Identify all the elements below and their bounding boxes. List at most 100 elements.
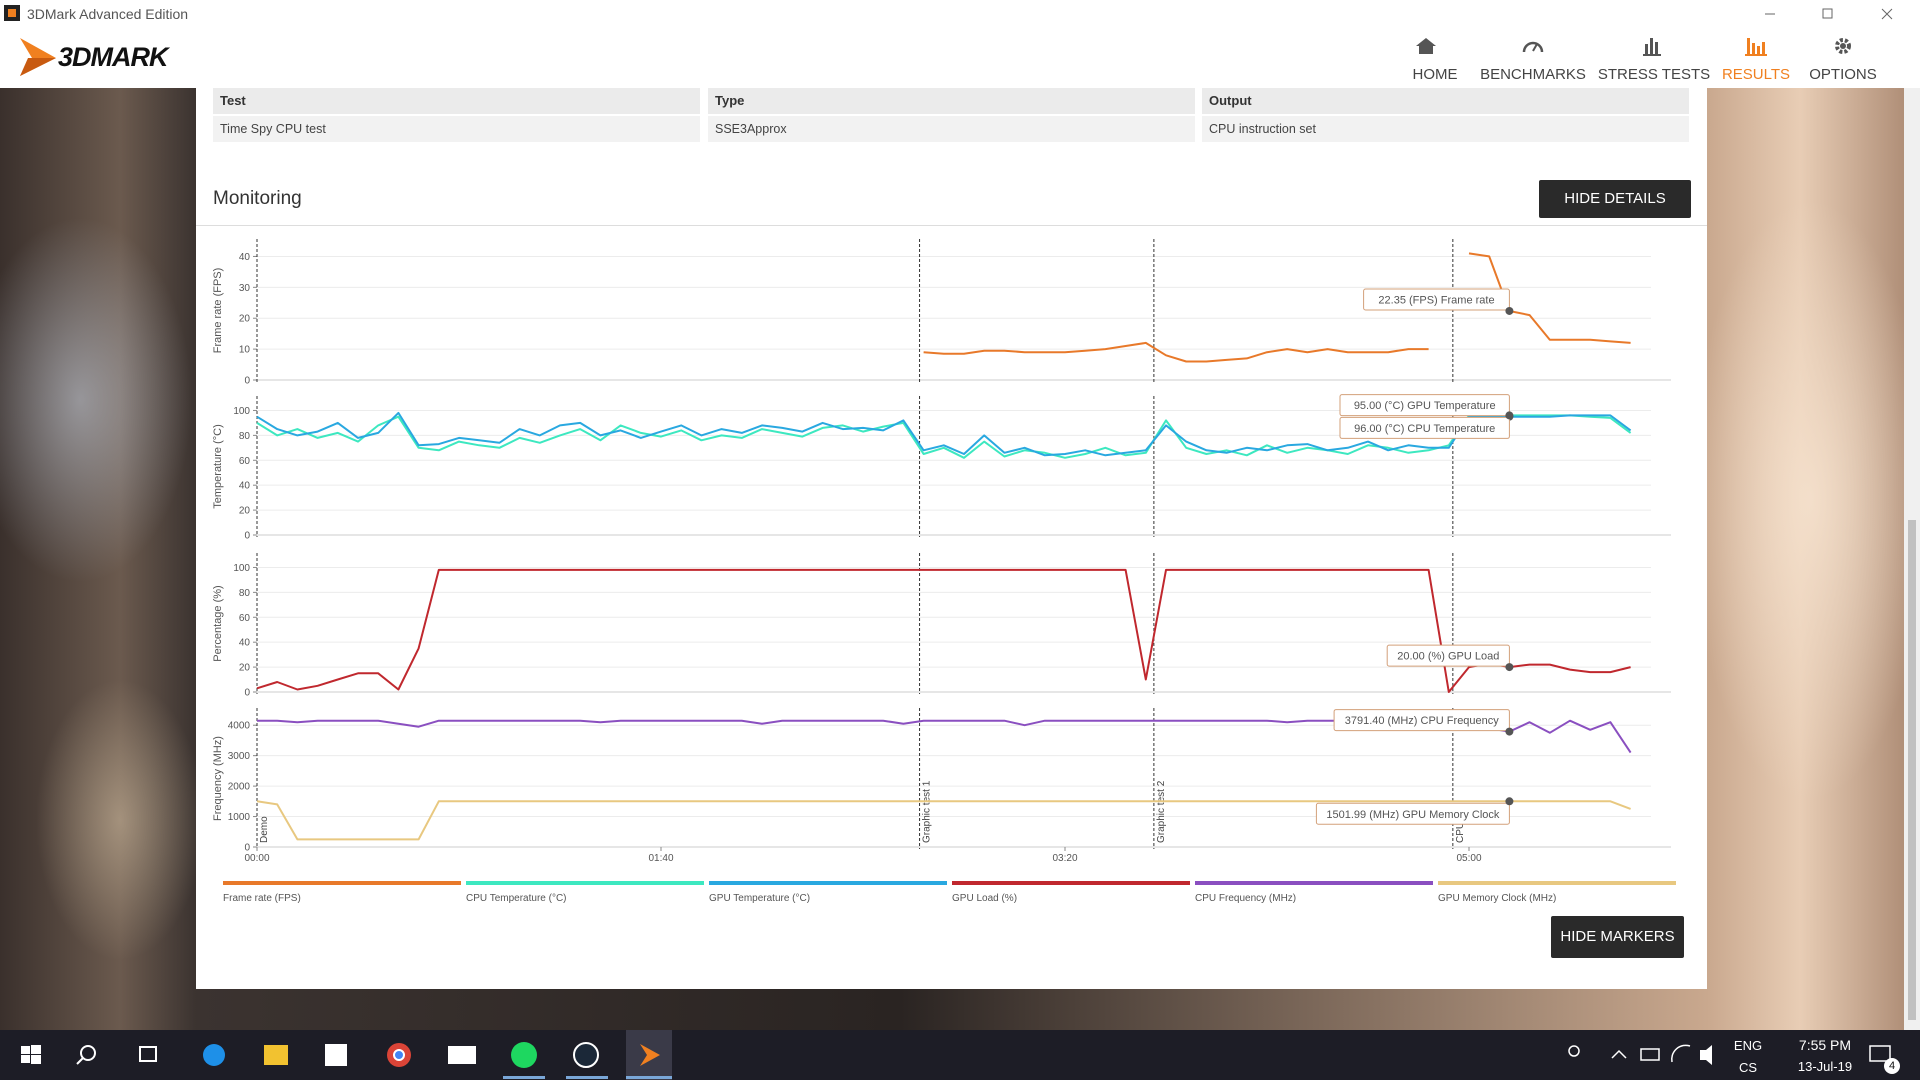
legend-swatch <box>466 881 704 885</box>
y-tick-label: 20 <box>239 314 251 325</box>
edge[interactable] <box>203 1044 225 1066</box>
tooltip-box <box>1333 709 1510 732</box>
nav-item[interactable]: OPTIONS <box>1809 66 1877 83</box>
divider <box>196 225 1707 226</box>
language[interactable]: ENG <box>1733 1038 1763 1053</box>
tooltip-box <box>1339 394 1510 417</box>
keyboard-layout[interactable]: CS <box>1738 1060 1758 1075</box>
series-line <box>923 252 1631 363</box>
logo-mark <box>20 38 56 76</box>
action-center[interactable] <box>1869 1045 1891 1062</box>
hide-markers-button[interactable]: HIDE MARKERS <box>1551 916 1684 958</box>
series-line <box>256 414 1632 459</box>
tooltip-text: 3791.40 (MHz) CPU Frequency <box>1345 715 1500 727</box>
y-tick-label: 60 <box>239 613 251 624</box>
wifi[interactable] <box>1670 1044 1691 1063</box>
y-tick-label: 10 <box>239 345 251 356</box>
people[interactable] <box>1568 1045 1580 1057</box>
table-header: Output <box>1202 88 1689 114</box>
battery[interactable] <box>1640 1048 1660 1061</box>
tooltip-text: 95.00 (°C) GPU Temperature <box>1354 400 1496 412</box>
scroll-thumb[interactable] <box>1908 520 1916 1020</box>
logo-text: 3DMARK <box>58 42 169 72</box>
restore[interactable] <box>1822 8 1833 19</box>
close[interactable] <box>1881 8 1893 20</box>
store[interactable] <box>325 1044 347 1066</box>
x-tick-label: 01:40 <box>648 853 673 864</box>
series-line <box>256 568 1631 693</box>
legend-swatch <box>952 881 1190 885</box>
y-tick-label: 80 <box>239 431 251 442</box>
mail[interactable] <box>448 1046 476 1064</box>
clock-date[interactable]: 13-Jul-19 <box>1797 1059 1853 1074</box>
stress-icon <box>1643 38 1661 56</box>
y-tick-label: 0 <box>244 688 250 699</box>
y-tick-label: 0 <box>244 531 250 542</box>
tooltip-box <box>1386 644 1510 667</box>
x-tick-label: 03:20 <box>1052 853 1077 864</box>
x-tick-label: 00:00 <box>244 853 269 864</box>
tooltip-dot <box>1505 727 1514 736</box>
legend-label: CPU Frequency (MHz) <box>1195 893 1296 904</box>
y-tick-label: 80 <box>239 588 251 599</box>
y-tick-label: 2000 <box>228 782 251 793</box>
section-title: Monitoring <box>213 188 302 209</box>
spotify[interactable] <box>511 1042 537 1068</box>
x-tick-label: 05:00 <box>1456 853 1481 864</box>
y-tick-label: 0 <box>244 376 250 387</box>
table-cell: SSE3Approx <box>708 116 1195 142</box>
y-tick-label: 1000 <box>228 812 251 823</box>
series-line <box>256 800 1631 841</box>
y-tick-label: 20 <box>239 663 251 674</box>
start-button[interactable] <box>21 1045 41 1064</box>
marker-label: Graphic test 1 <box>922 780 933 843</box>
legend-label: GPU Load (%) <box>952 893 1017 904</box>
y-tick-label: 30 <box>239 283 251 294</box>
tooltip-text: 20.00 (%) GPU Load <box>1397 651 1499 663</box>
taskbar-icons[interactable] <box>0 1030 1920 1080</box>
nav-item[interactable]: BENCHMARKS <box>1480 66 1586 83</box>
y-axis-label: Percentage (%) <box>212 585 224 661</box>
legend-label: Frame rate (FPS) <box>223 893 301 904</box>
nav-item[interactable]: STRESS TESTS <box>1597 66 1711 83</box>
notification-count[interactable]: 4 <box>1884 1058 1900 1074</box>
nav-icons <box>1416 38 1851 56</box>
y-tick-label: 40 <box>239 252 251 263</box>
tray-expand[interactable] <box>1611 1049 1627 1059</box>
y-tick-label: 20 <box>239 506 251 517</box>
legend-swatch <box>1195 881 1433 885</box>
y-axis-label: Frequency (MHz) <box>212 736 224 821</box>
legend-label: GPU Memory Clock (MHz) <box>1438 893 1556 904</box>
tooltip-dot <box>1505 797 1514 806</box>
nav-item[interactable]: RESULTS <box>1721 66 1791 83</box>
y-tick-label: 40 <box>239 481 251 492</box>
tooltip-text: 22.35 (FPS) Frame rate <box>1378 294 1494 306</box>
app-icon <box>4 5 20 21</box>
search[interactable] <box>80 1045 96 1061</box>
tooltip-dot <box>1505 411 1514 420</box>
explorer[interactable] <box>264 1045 288 1065</box>
hide-details-button[interactable]: HIDE DETAILS <box>1539 180 1691 218</box>
nav-item[interactable]: HOME <box>1412 66 1458 83</box>
header <box>0 27 1920 88</box>
home-icon <box>1416 38 1436 54</box>
options-icon <box>1835 38 1851 54</box>
y-tick-label: 4000 <box>228 721 251 732</box>
y-axis-label: Frame rate (FPS) <box>212 268 224 354</box>
marker-label: Demo <box>259 816 270 843</box>
steam[interactable] <box>573 1042 599 1068</box>
y-tick-label: 0 <box>244 843 250 854</box>
tooltip-box <box>1363 288 1510 311</box>
table-cell: Time Spy CPU test <box>213 116 700 142</box>
tooltip-text: 96.00 (°C) CPU Temperature <box>1354 423 1495 435</box>
tooltip-dot <box>1505 663 1514 672</box>
window-controls[interactable] <box>1740 0 1910 27</box>
y-tick-label: 3000 <box>228 751 251 762</box>
legend-swatch <box>1438 881 1676 885</box>
clock-time[interactable]: 7:55 PM <box>1798 1037 1852 1053</box>
legend-swatch <box>223 881 461 885</box>
volume[interactable] <box>1700 1045 1712 1065</box>
task-view[interactable] <box>139 1046 157 1062</box>
